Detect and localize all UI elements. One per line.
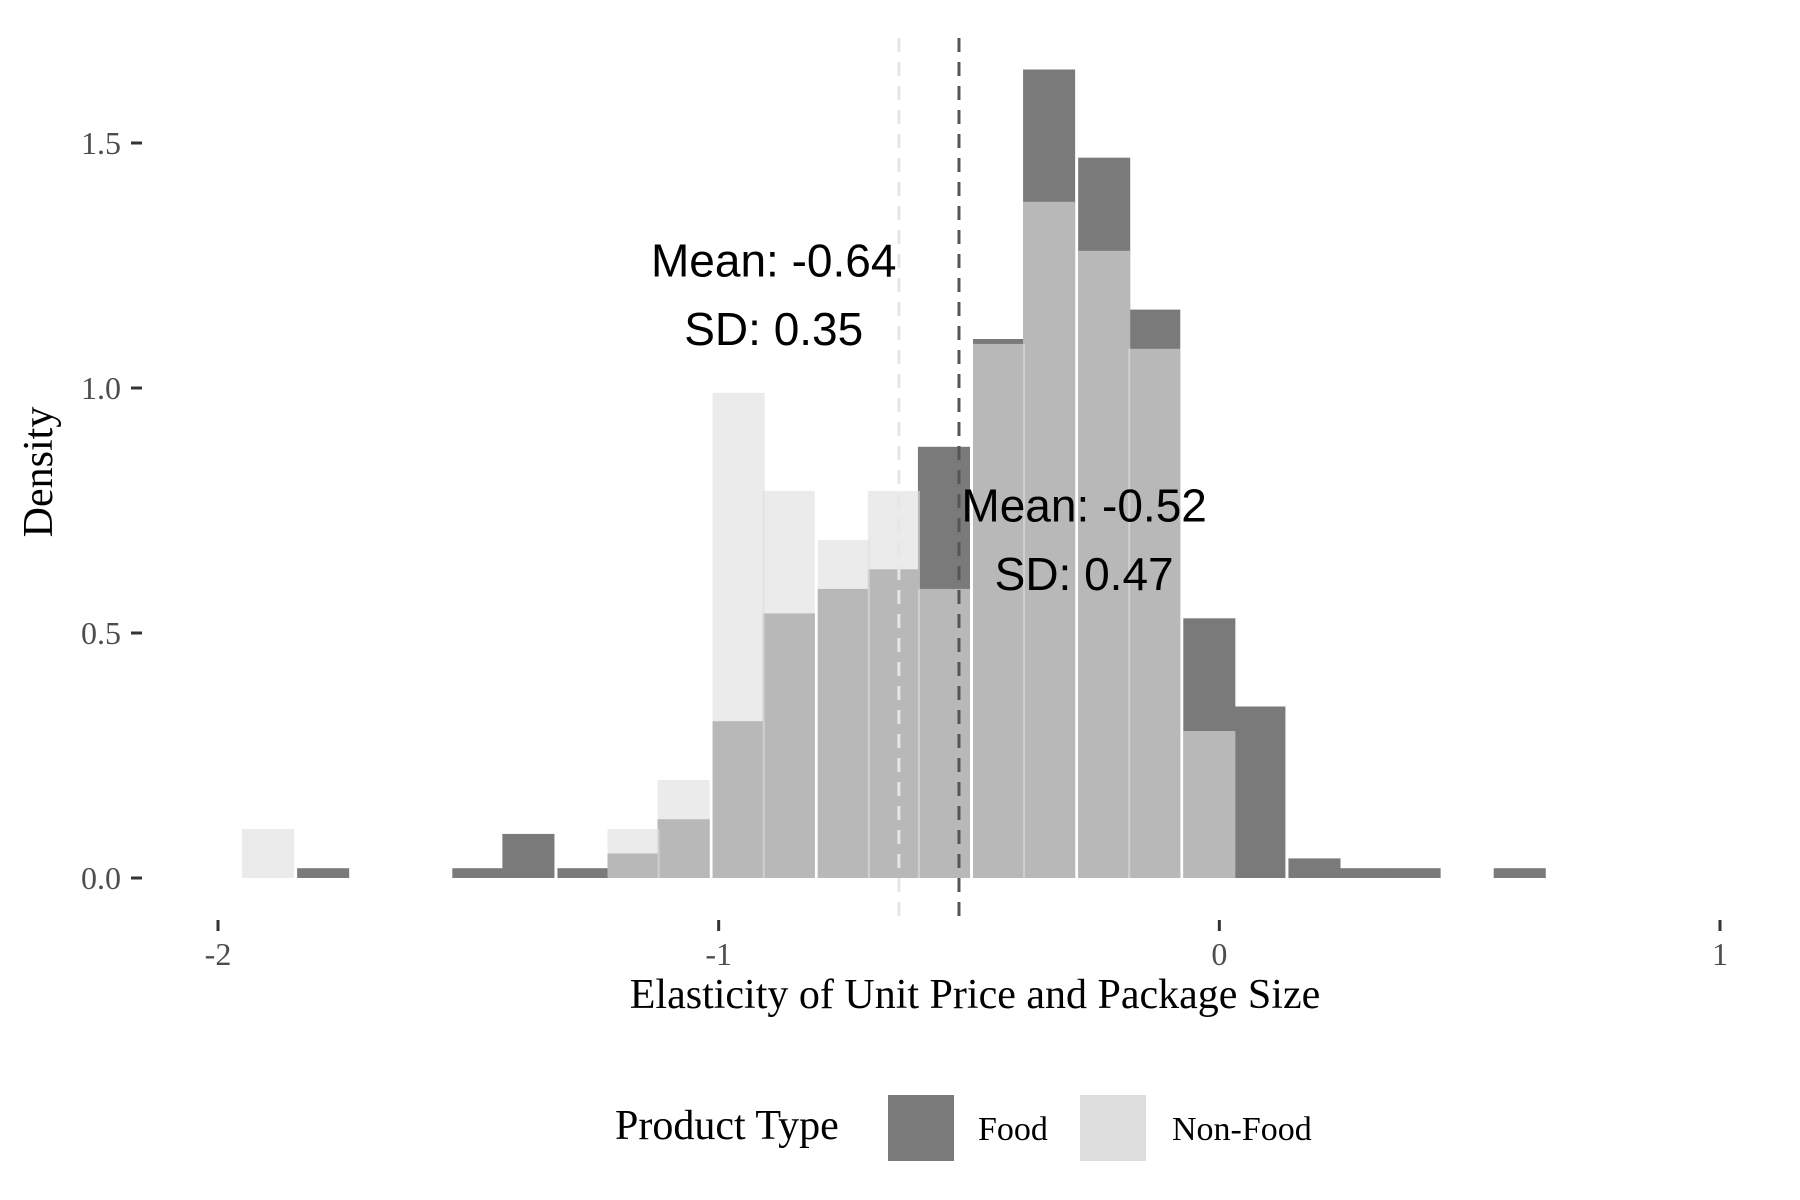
bar-non-food-0: [242, 829, 295, 878]
x-tick-label-2: 0: [1211, 936, 1227, 972]
legend-key-non-food: [1080, 1095, 1146, 1161]
y-tick-label-3: 1.5: [81, 125, 121, 161]
bar-food-18: [1338, 868, 1391, 878]
bar-food-16: [1233, 706, 1286, 878]
mean-lines-layer: [897, 38, 961, 922]
x-axis-title: Elasticity of Unit Price and Package Siz…: [630, 972, 1320, 1018]
x-tick-label-3: 1: [1712, 936, 1728, 972]
bar-food-1: [452, 868, 505, 878]
bar-food-2: [502, 833, 555, 878]
bar-non-food-5: [817, 539, 870, 878]
annotation-mean-food: Mean: -0.52: [961, 480, 1206, 532]
bar-non-food-10: [1078, 250, 1131, 879]
bar-non-food-1: [607, 829, 660, 878]
bar-food-17: [1288, 858, 1341, 878]
annotation-sd-non-food: SD: 0.35: [684, 303, 863, 355]
annotations-layer: Mean: -0.64 SD: 0.35 Mean: -0.52 SD: 0.47: [651, 235, 1207, 601]
legend-label-non-food: Non-Food: [1172, 1111, 1312, 1148]
bar-non-food-6: [867, 490, 920, 878]
legend: Product Type Food Non-Food: [615, 1095, 1312, 1161]
bar-non-food-3: [712, 392, 765, 878]
annotation-sd-food: SD: 0.47: [995, 548, 1174, 600]
legend-label-food: Food: [978, 1111, 1048, 1148]
bar-food-20: [1493, 868, 1546, 878]
y-tick-label-2: 1.0: [81, 370, 121, 406]
x-tick-label-1: -1: [705, 936, 732, 972]
legend-title: Product Type: [615, 1103, 839, 1149]
bar-non-food-11: [1128, 348, 1181, 878]
bar-non-food-4: [762, 490, 815, 878]
bar-non-food-12: [1183, 731, 1236, 878]
y-tick-label-1: 0.5: [81, 615, 121, 651]
y-axis: 0.0 0.5 1.0 1.5: [81, 125, 142, 896]
x-axis: -2 -1 0 1: [205, 920, 1728, 972]
annotation-mean-non-food: Mean: -0.64: [651, 235, 896, 287]
y-tick-label-0: 0.0: [81, 860, 121, 896]
y-axis-title: Density: [16, 407, 62, 538]
bars-layer: [242, 69, 1546, 879]
bar-non-food-2: [657, 780, 710, 878]
legend-key-food: [888, 1095, 954, 1161]
bar-non-food-7: [917, 588, 970, 878]
bar-food-3: [557, 868, 610, 878]
bar-food-0: [297, 868, 350, 878]
bar-food-19: [1388, 868, 1441, 878]
bar-non-food-8: [973, 343, 1026, 878]
bar-non-food-9: [1023, 201, 1076, 879]
x-tick-label-0: -2: [205, 936, 232, 972]
